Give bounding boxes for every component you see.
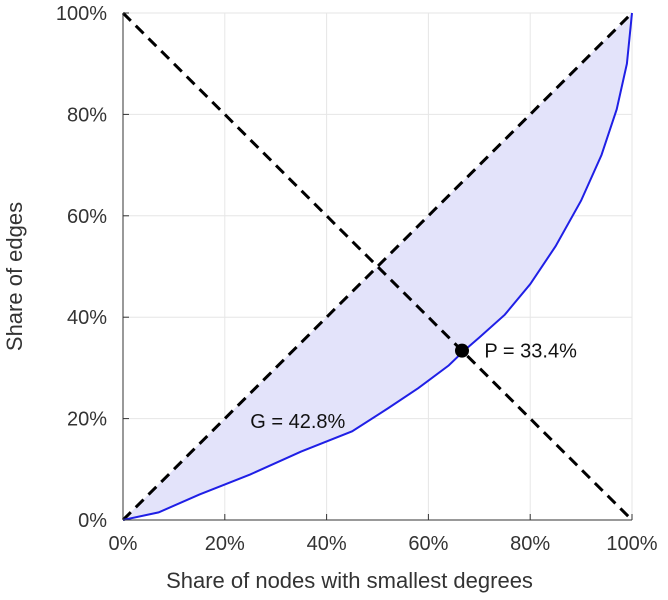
area-layer xyxy=(123,13,632,520)
gini-annotation: G = 42.8% xyxy=(250,411,345,433)
p-point xyxy=(454,343,469,358)
x-tick-label-5: 100% xyxy=(606,533,657,555)
p-annotation: P = 33.4% xyxy=(484,341,577,363)
y-tick-label-0: 0% xyxy=(78,510,107,532)
y-tick-label-4: 80% xyxy=(67,104,107,126)
labels: 0% 20% 40% 60% 80% 100% 0% 20% 40% 60% 80% 100% Shar… xyxy=(2,3,658,593)
y-tick-label-5: 100% xyxy=(56,3,107,25)
y-tick-label-3: 60% xyxy=(67,206,107,228)
gini-area xyxy=(123,13,632,520)
anti-diagonal-line xyxy=(121,11,634,522)
y-tick-label-1: 20% xyxy=(67,409,107,431)
x-tick-label-2: 40% xyxy=(307,533,347,555)
x-tick-label-3: 60% xyxy=(408,533,448,555)
y-tick-label-2: 40% xyxy=(67,307,107,329)
x-axis-title: Share of nodes with smallest degrees xyxy=(166,568,533,593)
x-tick-label-4: 80% xyxy=(510,533,550,555)
line-layer xyxy=(121,11,634,522)
axes xyxy=(122,12,633,521)
y-axis-title: Share of edges xyxy=(2,202,27,351)
x-tick-label-1: 20% xyxy=(205,533,245,555)
x-tick-label-0: 0% xyxy=(109,533,138,555)
equality-line xyxy=(121,11,634,522)
